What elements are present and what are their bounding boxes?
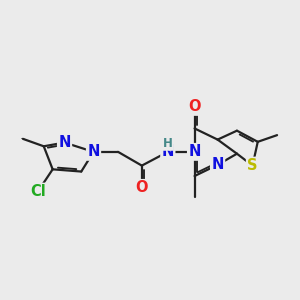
Text: N: N	[188, 144, 201, 159]
Text: O: O	[188, 99, 201, 114]
Text: Cl: Cl	[30, 184, 46, 199]
Text: S: S	[247, 158, 258, 173]
Text: N: N	[58, 135, 71, 150]
Text: N: N	[212, 158, 224, 172]
Text: N: N	[87, 144, 100, 159]
Text: H: H	[163, 137, 173, 150]
Text: N: N	[162, 144, 174, 159]
Text: methyl: methyl	[20, 138, 26, 139]
Text: O: O	[136, 180, 148, 195]
